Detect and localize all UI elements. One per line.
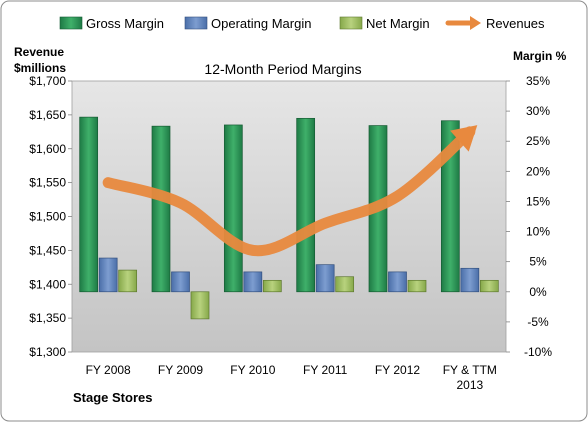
legend-item-net-margin: Net Margin: [339, 16, 430, 31]
operating-margin-bar: [315, 264, 335, 293]
operating-margin-bar: [171, 271, 190, 293]
legend-label-revenues: Revenues: [486, 16, 545, 31]
revenues-arrowhead: [450, 125, 478, 152]
gross-margin-bar: [79, 116, 99, 293]
operating-margin-bar: [243, 271, 263, 293]
left-axis-tick-label: $1,400: [29, 277, 66, 291]
gross-margin-bar: [151, 125, 171, 293]
right-axis-tick-label: -10%: [524, 345, 552, 359]
left-axis-tick-label: $1,550: [29, 176, 66, 190]
legend-swatch-operating-margin: [184, 16, 208, 30]
category-label: FY 2011: [303, 363, 348, 377]
right-axis: -10% -5% 0% 5% 10% 15% 20% 25% 30% 35%: [506, 74, 552, 359]
right-axis-tick-label: 35%: [526, 74, 550, 88]
net-margin-bar: [335, 276, 355, 293]
gross-margin-bar: [223, 124, 243, 293]
category-label: FY 2008: [86, 363, 131, 377]
legend-arrowhead-revenues: [470, 16, 481, 30]
right-axis-tick-label: 20%: [526, 164, 550, 178]
operating-margin-bar: [460, 267, 480, 293]
operating-margin-bar: [388, 271, 407, 293]
right-axis-tick-label: 10%: [526, 225, 550, 239]
chart-title: 12-Month Period Margins: [204, 61, 361, 77]
legend-swatch-net-margin: [339, 16, 363, 30]
legend-item-operating-margin: Operating Margin: [184, 16, 311, 31]
left-axis-tick-label: $1,300: [29, 345, 66, 359]
gross-margin-bar: [296, 117, 316, 293]
net-margin-bar: [118, 269, 138, 293]
left-axis-tick-label: $1,650: [29, 108, 66, 122]
company-label: Stage Stores: [73, 390, 152, 405]
left-axis-label-line-1: Revenue: [14, 45, 64, 59]
right-axis-tick-label: 15%: [526, 194, 550, 208]
legend-label-gross-margin: Gross Margin: [86, 16, 164, 31]
right-axis-tick-label: -5%: [527, 315, 549, 329]
legend-label-operating-margin: Operating Margin: [211, 16, 311, 31]
category-axis: FY 2008 FY 2009 FY 2010 FY 2011 FY 2012 FY & …: [86, 363, 497, 392]
left-axis-label-line-2: $millions: [14, 61, 66, 75]
legend-item-revenues: Revenues: [445, 16, 545, 31]
net-margin-bar: [407, 279, 427, 293]
net-margin-bar: [479, 279, 499, 293]
right-axis-tick-label: 25%: [526, 134, 550, 148]
left-axis: $1,300 $1,350 $1,400 $1,450 $1,500 $1,550 $1,6…: [29, 74, 72, 359]
plot-area: [71, 80, 507, 353]
legend: Gross Margin Operating Margin Net Margin…: [59, 16, 545, 31]
revenue-series: [102, 125, 478, 257]
category-label: FY & TTM 2013: [443, 363, 497, 392]
right-axis-tick-label: 0%: [529, 285, 547, 299]
net-margin-bar: [190, 291, 210, 320]
category-label: FY 2009: [158, 363, 203, 377]
category-label: FY 2012: [375, 363, 420, 377]
legend-item-gross-margin: Gross Margin: [59, 16, 164, 31]
operating-margin-bar: [98, 257, 118, 293]
left-axis-tick-label: $1,350: [29, 311, 66, 325]
bar-series: [79, 116, 499, 320]
net-margin-bar: [262, 279, 282, 293]
legend-label-net-margin: Net Margin: [366, 16, 430, 31]
legend-swatch-gross-margin: [59, 16, 83, 30]
left-axis-tick-label: $1,450: [29, 243, 66, 257]
gross-margin-bar: [440, 120, 460, 293]
right-axis-tick-label: 5%: [529, 255, 547, 269]
left-axis-tick-label: $1,700: [29, 74, 66, 88]
category-label: FY 2010: [230, 363, 275, 377]
right-axis-tick-label: 30%: [526, 104, 550, 118]
revenues-line: [102, 126, 476, 257]
left-axis-tick-label: $1,600: [29, 142, 66, 156]
left-axis-tick-label: $1,500: [29, 210, 66, 224]
right-axis-label: Margin %: [513, 49, 567, 63]
